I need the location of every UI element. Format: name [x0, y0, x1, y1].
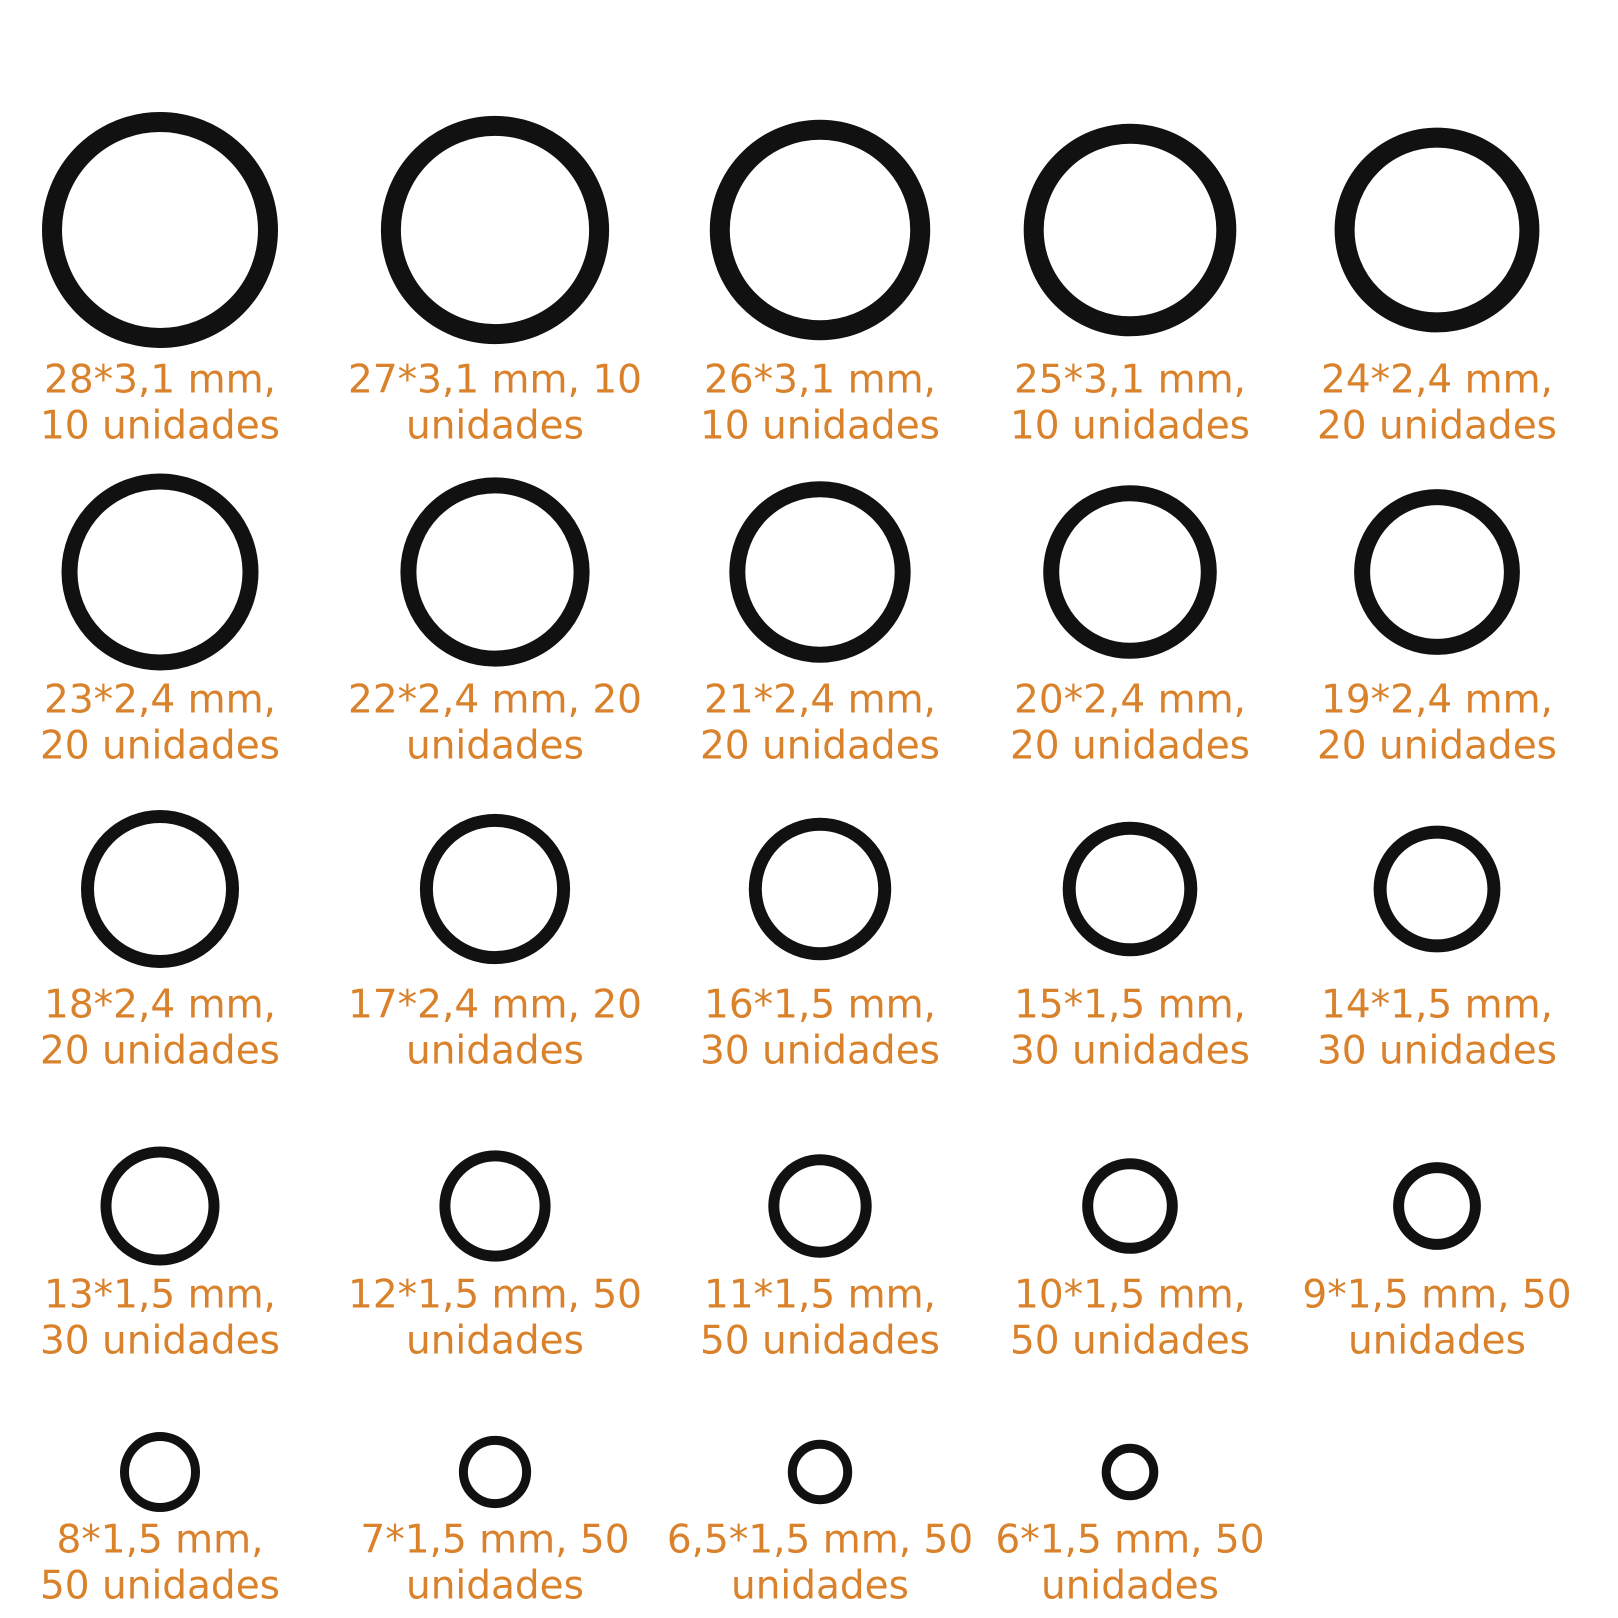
size-label: 20*2,4 mm, — [1014, 678, 1246, 723]
size-label: 15*1,5 mm, — [1014, 983, 1246, 1028]
o-ring — [787, 1439, 853, 1505]
o-ring — [400, 477, 590, 667]
o-ring — [709, 119, 931, 341]
o-ring — [1101, 1443, 1159, 1501]
o-ring — [1023, 123, 1237, 337]
size-label: unidades — [1041, 1564, 1219, 1609]
size-label: 25*3,1 mm, — [1014, 358, 1246, 403]
size-label: unidades — [731, 1564, 909, 1609]
o-ring — [61, 473, 259, 671]
o-ring — [380, 115, 610, 345]
o-ring — [42, 112, 278, 348]
o-ring — [748, 817, 892, 961]
o-ring — [1043, 485, 1217, 659]
size-label: 14*1,5 mm, — [1321, 983, 1553, 1028]
size-label: unidades — [406, 1029, 584, 1074]
o-ring — [1062, 821, 1198, 957]
size-label: 9*1,5 mm, 50 — [1302, 1273, 1571, 1318]
size-label: 21*2,4 mm, — [704, 678, 936, 723]
o-ring — [1373, 825, 1501, 953]
size-label: 12*1,5 mm, 50 — [348, 1273, 642, 1318]
o-ring — [1354, 489, 1520, 655]
size-label: 10*1,5 mm, — [1014, 1273, 1246, 1318]
size-label: 13*1,5 mm, — [44, 1273, 276, 1318]
o-ring — [768, 1154, 872, 1258]
o-ring — [729, 481, 911, 663]
o-ring — [1082, 1158, 1178, 1254]
size-label: 17*2,4 mm, 20 — [348, 983, 642, 1028]
o-ring — [1393, 1162, 1481, 1250]
size-label: 50 unidades — [700, 1319, 940, 1364]
size-label: unidades — [1348, 1319, 1526, 1364]
size-label: 20 unidades — [1317, 724, 1557, 769]
size-label: 20 unidades — [40, 1029, 280, 1074]
size-label: 30 unidades — [1010, 1029, 1250, 1074]
size-label: 7*1,5 mm, 50 — [360, 1518, 629, 1563]
size-label: 28*3,1 mm, — [44, 358, 276, 403]
size-label: 30 unidades — [1317, 1029, 1557, 1074]
size-label: 6*1,5 mm, 50 — [995, 1518, 1264, 1563]
size-label: unidades — [406, 724, 584, 769]
size-label: 19*2,4 mm, — [1321, 678, 1553, 723]
size-label: 20 unidades — [1010, 724, 1250, 769]
size-label: 18*2,4 mm, — [44, 983, 276, 1028]
o-ring — [81, 810, 239, 968]
size-label: unidades — [406, 404, 584, 449]
size-label: 20 unidades — [40, 724, 280, 769]
o-ring — [439, 1150, 551, 1262]
o-ring — [419, 813, 571, 965]
size-label: 10 unidades — [700, 404, 940, 449]
o-ring — [1334, 127, 1540, 333]
size-label: 24*2,4 mm, — [1321, 358, 1553, 403]
size-label: 11*1,5 mm, — [704, 1273, 936, 1318]
size-label: unidades — [406, 1564, 584, 1609]
size-label: 16*1,5 mm, — [704, 983, 936, 1028]
size-label: 20 unidades — [700, 724, 940, 769]
size-label: 23*2,4 mm, — [44, 678, 276, 723]
o-ring — [100, 1146, 220, 1266]
size-label: 8*1,5 mm, — [56, 1518, 263, 1563]
o-ring — [120, 1432, 200, 1512]
size-label: 30 unidades — [40, 1319, 280, 1364]
size-label: 10 unidades — [40, 404, 280, 449]
size-label: 30 unidades — [700, 1029, 940, 1074]
size-label: 6,5*1,5 mm, 50 — [667, 1518, 973, 1563]
o-ring — [458, 1435, 532, 1509]
size-label: unidades — [406, 1319, 584, 1364]
size-label: 20 unidades — [1317, 404, 1557, 449]
size-label: 27*3,1 mm, 10 — [348, 358, 642, 403]
size-label: 50 unidades — [1010, 1319, 1250, 1364]
size-label: 50 unidades — [40, 1564, 280, 1609]
size-label: 26*3,1 mm, — [704, 358, 936, 403]
size-label: 22*2,4 mm, 20 — [348, 678, 642, 723]
size-label: 10 unidades — [1010, 404, 1250, 449]
